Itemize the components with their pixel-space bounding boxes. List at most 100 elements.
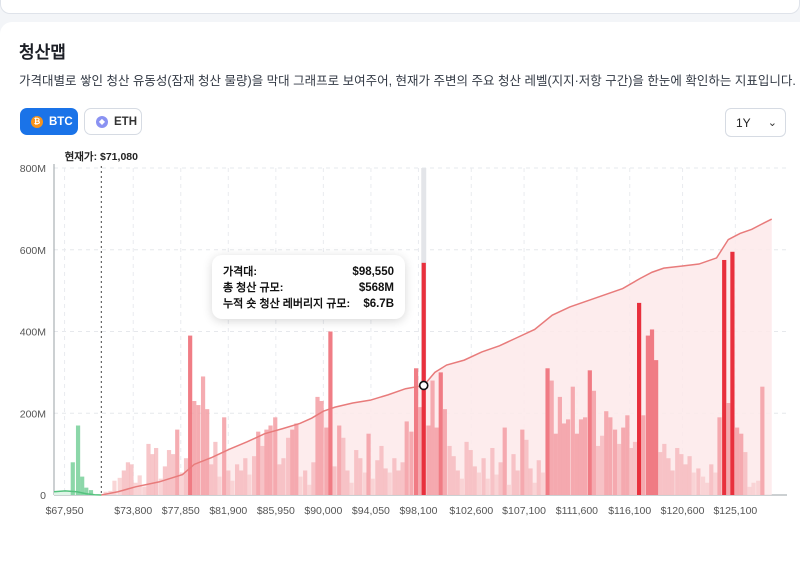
short-liquidation-bar <box>515 470 520 495</box>
short-liquidation-bar <box>307 484 312 495</box>
top-panel-edge <box>0 0 800 14</box>
short-liquidation-bar <box>247 474 252 495</box>
tooltip-total-label: 총 청산 규모: <box>223 282 284 294</box>
short-liquidation-bar <box>213 441 218 495</box>
short-liquidation-bar <box>158 478 163 495</box>
short-liquidation-bar <box>281 458 286 495</box>
short-liquidation-bar <box>591 390 597 495</box>
short-liquidation-bar <box>662 443 667 495</box>
short-liquidation-bar <box>392 458 397 495</box>
tooltip-price-label: 가격대: <box>223 266 258 278</box>
short-liquidation-bar <box>494 474 499 495</box>
short-liquidation-bar <box>587 370 592 495</box>
x-tick-label: $111,600 <box>556 505 598 517</box>
short-liquidation-bar <box>506 484 511 495</box>
long-liquidation-bar <box>88 490 94 495</box>
short-liquidation-bar <box>188 335 193 495</box>
short-liquidation-bar <box>345 470 350 495</box>
current-price-label: 현재가: $71,080 <box>65 150 139 163</box>
short-liquidation-bar <box>396 470 401 495</box>
short-liquidation-bar <box>739 433 744 495</box>
x-tick-label: $81,900 <box>209 505 247 517</box>
tooltip-row-cumulative: 누적 숏 청산 레버리지 규모: $6.7B <box>223 296 394 312</box>
short-liquidation-bar <box>549 380 554 495</box>
short-liquidation-bar <box>545 368 550 495</box>
period-select-value: 1Y <box>736 115 751 130</box>
liquidation-chart: 0 200M 400M 600M 800M $67,950 $73,800 $77,850 $8… <box>20 150 787 517</box>
short-liquidation-bar <box>222 417 227 495</box>
short-liquidation-bar <box>451 456 456 495</box>
x-tick-label: $94,050 <box>352 505 390 517</box>
short-liquidation-bar <box>290 429 295 495</box>
eth-tab-button[interactable]: ◆ ETH <box>84 108 142 135</box>
short-liquidation-bar <box>683 464 688 495</box>
short-liquidation-bar <box>700 476 706 495</box>
short-liquidation-bar <box>142 486 147 495</box>
short-liquidation-bar <box>379 445 384 495</box>
short-liquidation-bar <box>375 460 380 495</box>
long-liquidation-bar <box>84 487 89 495</box>
long-liquidation-bar <box>70 462 75 495</box>
eth-tab-label: ETH <box>114 115 137 128</box>
short-liquidation-bar <box>578 419 584 495</box>
short-liquidation-bar <box>146 443 151 495</box>
short-liquidation-bar <box>726 403 731 495</box>
btc-tab-button[interactable]: ₿ BTC <box>20 108 78 135</box>
short-liquidation-bar <box>319 400 324 495</box>
short-liquidation-bar <box>324 427 329 495</box>
short-liquidation-bar <box>696 468 701 495</box>
short-liquidation-bar <box>196 405 201 495</box>
short-liquidation-bar <box>468 450 473 495</box>
long-liquidation-bar <box>75 425 81 495</box>
short-liquidation-bar <box>536 460 541 495</box>
short-liquidation-bar <box>553 433 558 495</box>
short-liquidation-bar <box>442 409 447 495</box>
short-liquidation-bar <box>743 452 748 495</box>
y-tick-label: 800M <box>20 163 46 175</box>
short-liquidation-bar <box>617 443 622 495</box>
short-liquidation-bar <box>658 452 663 495</box>
short-liquidation-bar <box>235 464 240 495</box>
short-liquidation-bar <box>654 360 659 495</box>
short-liquidation-bar <box>621 427 626 495</box>
short-liquidation-bar <box>103 491 108 495</box>
x-tick-label: $77,850 <box>162 505 200 517</box>
short-liquidation-bar <box>747 486 752 495</box>
short-liquidation-bar <box>243 458 248 495</box>
x-tick-label: $116,100 <box>608 505 651 517</box>
short-liquidation-bar <box>705 482 710 495</box>
short-liquidation-bar <box>434 427 439 495</box>
short-liquidation-bar <box>252 456 257 495</box>
period-select[interactable]: 1Y ⌄ <box>725 108 786 137</box>
short-liquidation-bar <box>532 482 537 495</box>
short-liquidation-bar <box>608 417 613 495</box>
short-liquidation-bar <box>557 396 562 495</box>
short-liquidation-bar <box>561 423 567 495</box>
short-liquidation-bar <box>524 439 529 495</box>
short-liquidation-bar <box>256 431 261 495</box>
short-liquidation-bar <box>154 447 159 495</box>
short-liquidation-bar <box>679 454 684 495</box>
short-liquidation-bar <box>183 458 189 495</box>
short-liquidation-bar <box>459 478 464 495</box>
x-tick-label: $102,600 <box>449 505 493 517</box>
short-liquidation-bar <box>268 425 273 495</box>
short-cumulative-line <box>101 218 773 496</box>
short-liquidation-bar <box>117 477 122 495</box>
short-liquidation-bar <box>481 458 486 495</box>
short-liquidation-bar <box>722 259 727 495</box>
short-liquidation-bar <box>217 476 222 495</box>
short-liquidation-bar <box>645 335 651 495</box>
short-liquidation-bar <box>341 437 346 495</box>
tooltip-cumulative-label: 누적 숏 청산 레버리지 규모: <box>223 298 351 310</box>
short-liquidation-bar <box>511 454 516 495</box>
short-liquidation-bar <box>691 472 696 495</box>
short-liquidation-bar <box>133 482 138 495</box>
short-liquidation-bar <box>498 462 503 495</box>
short-liquidation-bar <box>464 441 469 495</box>
short-liquidation-bar <box>273 417 278 495</box>
btc-tab-label: BTC <box>49 115 73 128</box>
short-liquidation-bar <box>756 480 761 495</box>
hover-point-marker <box>418 380 429 391</box>
short-liquidation-bar <box>166 450 172 495</box>
